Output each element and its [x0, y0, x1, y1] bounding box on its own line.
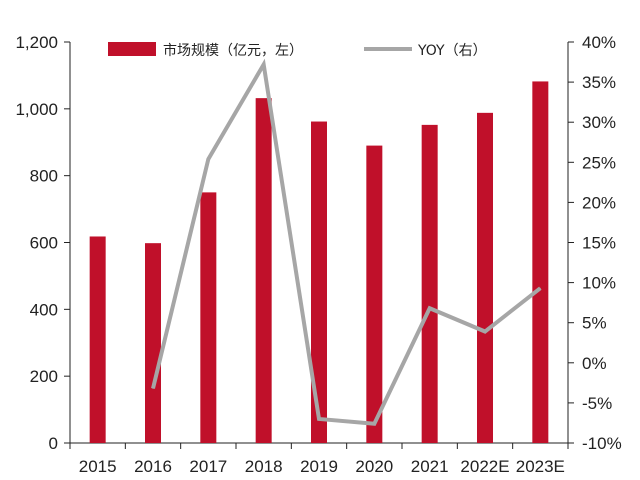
- bar: [255, 98, 272, 443]
- yoy-point: [263, 63, 265, 65]
- x-tick-label: 2019: [300, 457, 338, 476]
- x-tick-label: 2022E: [460, 457, 509, 476]
- legend-label-bar: 市场规模（亿元，左）: [163, 42, 303, 59]
- x-tick-label: 2023E: [516, 457, 565, 476]
- legend-swatch-bar: [108, 42, 156, 56]
- line-series: [151, 58, 542, 426]
- y-right-tick-label: 20%: [582, 193, 616, 212]
- y-left-tick-label: 200: [30, 367, 58, 386]
- y-right-tick-label: 5%: [582, 314, 607, 333]
- yoy-point: [152, 387, 154, 389]
- y-left-tick-label: 0: [49, 434, 58, 453]
- y-right-tick-label: 35%: [582, 73, 616, 92]
- y-right-tick-label: 25%: [582, 153, 616, 172]
- yoy-point: [539, 287, 541, 289]
- y-right-tick-label: 0%: [582, 354, 607, 373]
- yoy-point: [429, 307, 431, 309]
- y-right-tick-label: 15%: [582, 234, 616, 253]
- y-left-tick-label: 800: [30, 167, 58, 186]
- bar: [145, 243, 161, 443]
- axes: 0 200 400 600 800 1,000 1,200 -10% -5% 0% 5% 10% 15%…: [15, 33, 621, 476]
- bar: [477, 112, 493, 444]
- bar: [311, 121, 327, 443]
- y-right-tick-label: 30%: [582, 113, 616, 132]
- x-tick-label: 2015: [79, 457, 117, 476]
- x-tick-label: 2017: [189, 457, 227, 476]
- bar: [89, 236, 106, 443]
- legend-label-line: YOY（右）: [417, 43, 487, 59]
- yoy-point: [373, 423, 375, 425]
- y-left-tick-label: 1,200: [15, 33, 58, 52]
- y-left-tick-label: 1,000: [15, 100, 58, 119]
- y-left-tick-label: 400: [30, 300, 58, 319]
- x-tick-label: 2016: [134, 457, 172, 476]
- y-right-tick-label: 10%: [582, 274, 616, 293]
- yoy-point: [207, 158, 209, 160]
- y-right-tick-label: -10%: [582, 434, 622, 453]
- y-right-tick-label: -5%: [582, 394, 612, 413]
- bar-series: [89, 81, 549, 444]
- x-tick-label: 2020: [355, 457, 393, 476]
- y-right-tick-label: 40%: [582, 33, 616, 52]
- bar: [366, 145, 383, 443]
- legend: 市场规模（亿元，左） YOY（右）: [108, 42, 487, 59]
- x-tick-label: 2021: [411, 457, 449, 476]
- yoy-point: [318, 418, 320, 420]
- yoy-line: [151, 58, 542, 426]
- x-tick-label: 2018: [245, 457, 283, 476]
- bar: [421, 124, 438, 443]
- bar: [200, 192, 217, 443]
- yoy-point: [484, 331, 486, 333]
- bar: [532, 81, 549, 443]
- y-left-tick-label: 600: [30, 234, 58, 253]
